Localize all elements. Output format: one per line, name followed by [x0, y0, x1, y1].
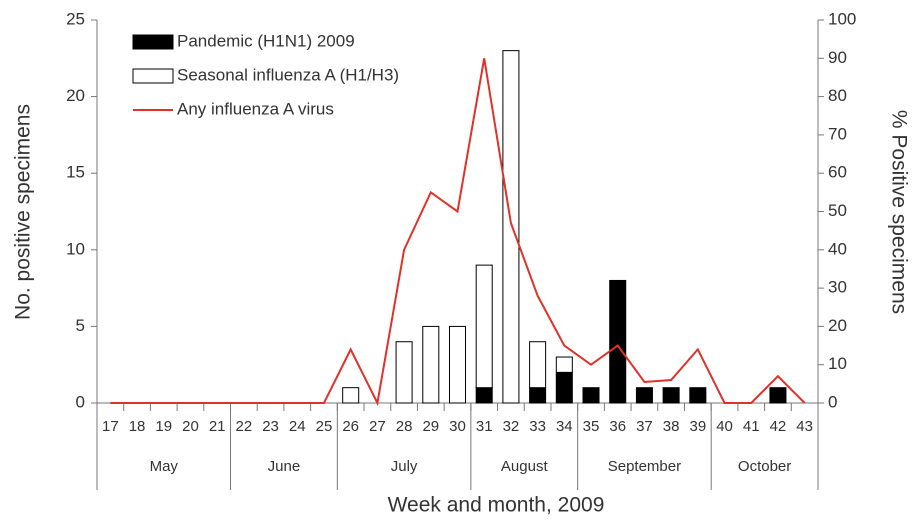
- x-tick-label: 39: [689, 418, 706, 435]
- y2-tick-label: 100: [828, 9, 856, 28]
- x-tick-label: 32: [503, 418, 520, 435]
- x-tick-label: 41: [743, 418, 760, 435]
- x-tick-label: 20: [182, 418, 199, 435]
- bar: [555, 356, 573, 373]
- y-tick-label: 10: [66, 239, 85, 258]
- y2-tick-label: 90: [828, 48, 847, 67]
- x-tick-label: 30: [449, 418, 466, 435]
- x-group-label: October: [738, 458, 791, 475]
- x-group-label: August: [501, 458, 549, 475]
- bar: [582, 387, 600, 404]
- x-tick-label: 26: [342, 418, 359, 435]
- x-group-label: June: [268, 458, 301, 475]
- x-tick-label: 17: [102, 418, 119, 435]
- bar: [689, 387, 707, 404]
- x-tick-label: 27: [369, 418, 386, 435]
- y2-tick-label: 20: [828, 316, 847, 335]
- legend-swatch: [132, 68, 174, 84]
- line: [110, 58, 806, 407]
- x-tick-label: 24: [289, 418, 306, 435]
- x-tick-label: 29: [422, 418, 439, 435]
- x-tick-label: 33: [529, 418, 546, 435]
- x-tick-label: 31: [476, 418, 493, 435]
- x-axis-title: Week and month, 2009: [388, 494, 605, 517]
- y-tick-label: 20: [66, 86, 85, 105]
- bar: [395, 341, 413, 404]
- bar: [502, 50, 520, 404]
- x-tick-label: 40: [716, 418, 733, 435]
- x-tick-label: 36: [609, 418, 626, 435]
- x-tick-label: 22: [236, 418, 253, 435]
- y2-tick-label: 0: [828, 392, 837, 411]
- x-tick-label: 35: [583, 418, 600, 435]
- x-tick-label: 19: [155, 418, 172, 435]
- y2-tick-label: 70: [828, 124, 847, 143]
- x-tick-label: 38: [663, 418, 680, 435]
- x-group-label: May: [150, 458, 179, 475]
- y-tick-label: 0: [76, 392, 85, 411]
- y2-tick-label: 50: [828, 201, 847, 220]
- bar: [475, 387, 493, 404]
- x-tick-label: 28: [396, 418, 413, 435]
- x-tick-label: 42: [770, 418, 787, 435]
- bar: [448, 325, 467, 404]
- y-axis-title: No. positive specimens: [12, 104, 35, 320]
- x-tick-label: 34: [556, 418, 573, 435]
- bar: [635, 387, 653, 404]
- legend-label: Any influenza A virus: [177, 99, 334, 118]
- y2-tick-label: 10: [828, 354, 847, 373]
- legend-swatch: [132, 34, 174, 50]
- y-tick-label: 25: [66, 9, 85, 28]
- y2-tick-label: 30: [828, 278, 847, 297]
- y2-tick-label: 60: [828, 163, 847, 182]
- bar: [555, 371, 573, 404]
- bar: [529, 341, 547, 389]
- y-tick-label: 5: [76, 316, 85, 335]
- x-group-label: July: [391, 458, 418, 475]
- y2-tick-label: 80: [828, 86, 847, 105]
- bar: [422, 325, 440, 404]
- y2-tick-label: 40: [828, 239, 847, 258]
- bar: [529, 387, 547, 404]
- x-tick-label: 21: [209, 418, 226, 435]
- y-tick-label: 15: [66, 163, 85, 182]
- bar: [475, 264, 493, 389]
- x-tick-label: 18: [129, 418, 146, 435]
- x-group-label: September: [608, 458, 681, 475]
- bar: [609, 279, 627, 404]
- x-tick-label: 43: [796, 418, 813, 435]
- bar: [662, 387, 680, 404]
- legend-label: Seasonal influenza A (H1/H3): [177, 65, 399, 84]
- bar: [769, 387, 787, 404]
- y2-axis-title: % Positive specimens: [887, 110, 910, 314]
- bar: [342, 387, 360, 404]
- x-tick-label: 37: [636, 418, 653, 435]
- x-tick-label: 25: [316, 418, 333, 435]
- x-tick-label: 23: [262, 418, 279, 435]
- legend-label: Pandemic (H1N1) 2009: [177, 31, 355, 50]
